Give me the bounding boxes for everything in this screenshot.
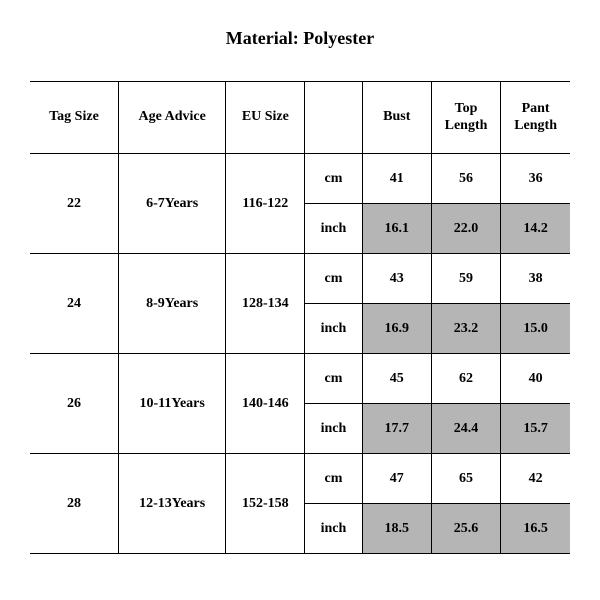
cell-top-inch: 22.0: [431, 204, 500, 254]
table-row: 26 10-11Years 140-146 cm 45 62 40: [30, 354, 570, 404]
col-age-advice: Age Advice: [118, 82, 226, 154]
cell-top-inch: 24.4: [431, 404, 500, 454]
cell-tag: 26: [30, 354, 118, 454]
cell-age: 10-11Years: [118, 354, 226, 454]
col-unit: [305, 82, 362, 154]
cell-unit-inch: inch: [305, 304, 362, 354]
cell-eu: 128-134: [226, 254, 305, 354]
col-pant-length: PantLength: [501, 82, 570, 154]
table-body: 22 6-7Years 116-122 cm 41 56 36 inch 16.…: [30, 154, 570, 554]
cell-unit-inch: inch: [305, 504, 362, 554]
col-tag-size: Tag Size: [30, 82, 118, 154]
cell-tag: 24: [30, 254, 118, 354]
col-top-length-label: TopLength: [445, 101, 488, 133]
cell-unit-inch: inch: [305, 404, 362, 454]
cell-top-inch: 25.6: [431, 504, 500, 554]
cell-bust-inch: 16.1: [362, 204, 431, 254]
cell-age: 12-13Years: [118, 454, 226, 554]
cell-unit-cm: cm: [305, 454, 362, 504]
cell-bust-cm: 47: [362, 454, 431, 504]
cell-bust-cm: 45: [362, 354, 431, 404]
cell-top-inch: 23.2: [431, 304, 500, 354]
cell-unit-cm: cm: [305, 254, 362, 304]
cell-pant-cm: 42: [501, 454, 570, 504]
cell-bust-cm: 43: [362, 254, 431, 304]
cell-eu: 152-158: [226, 454, 305, 554]
table-row: 24 8-9Years 128-134 cm 43 59 38: [30, 254, 570, 304]
cell-pant-inch: 16.5: [501, 504, 570, 554]
table-row: 22 6-7Years 116-122 cm 41 56 36: [30, 154, 570, 204]
cell-pant-cm: 36: [501, 154, 570, 204]
cell-tag: 28: [30, 454, 118, 554]
cell-tag: 22: [30, 154, 118, 254]
col-top-length: TopLength: [431, 82, 500, 154]
col-pant-length-label: PantLength: [514, 101, 557, 133]
table-row: 28 12-13Years 152-158 cm 47 65 42: [30, 454, 570, 504]
size-table: Tag Size Age Advice EU Size Bust TopLeng…: [30, 81, 570, 554]
page: Material: Polyester Tag Size Age Advice …: [0, 0, 600, 554]
col-bust: Bust: [362, 82, 431, 154]
cell-pant-cm: 38: [501, 254, 570, 304]
cell-pant-cm: 40: [501, 354, 570, 404]
cell-age: 8-9Years: [118, 254, 226, 354]
cell-bust-inch: 17.7: [362, 404, 431, 454]
cell-eu: 116-122: [226, 154, 305, 254]
cell-bust-inch: 16.9: [362, 304, 431, 354]
cell-pant-inch: 15.0: [501, 304, 570, 354]
cell-eu: 140-146: [226, 354, 305, 454]
page-title: Material: Polyester: [30, 28, 570, 49]
col-eu-size: EU Size: [226, 82, 305, 154]
cell-unit-inch: inch: [305, 204, 362, 254]
cell-bust-cm: 41: [362, 154, 431, 204]
cell-age: 6-7Years: [118, 154, 226, 254]
cell-unit-cm: cm: [305, 354, 362, 404]
table-header-row: Tag Size Age Advice EU Size Bust TopLeng…: [30, 82, 570, 154]
cell-top-cm: 65: [431, 454, 500, 504]
cell-bust-inch: 18.5: [362, 504, 431, 554]
cell-pant-inch: 14.2: [501, 204, 570, 254]
cell-top-cm: 62: [431, 354, 500, 404]
cell-pant-inch: 15.7: [501, 404, 570, 454]
cell-top-cm: 59: [431, 254, 500, 304]
cell-top-cm: 56: [431, 154, 500, 204]
cell-unit-cm: cm: [305, 154, 362, 204]
